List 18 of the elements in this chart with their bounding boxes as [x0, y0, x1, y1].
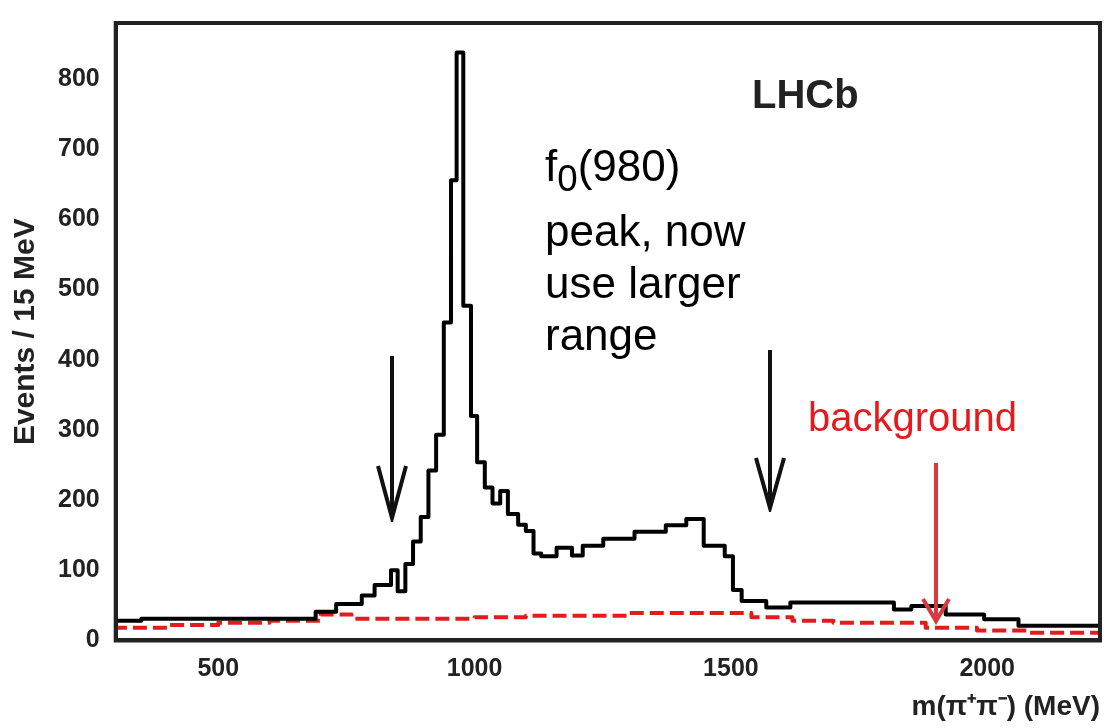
y-tick-label: 300: [57, 413, 100, 442]
y-tick-label: 700: [57, 133, 100, 162]
y-tick-label: 600: [57, 203, 100, 232]
y-tick-label: 0: [85, 624, 100, 653]
y-tick-label: 200: [57, 483, 100, 512]
y-tick-label: 500: [57, 273, 100, 302]
annotation: background: [807, 394, 1017, 440]
x-tick-label: 2000: [959, 653, 1016, 682]
x-tick-label: 500: [197, 653, 240, 682]
y-tick-label: 800: [57, 63, 100, 92]
x-axis-title: m(π⁺π⁻) (MeV): [911, 689, 1100, 721]
annotation: f$_{0}$(980) peak, now use larger range: [545, 140, 747, 361]
y-axis-title: Events / 15 MeV: [7, 218, 41, 446]
y-tick-label: 100: [57, 554, 100, 583]
x-tick-label: 1500: [703, 653, 759, 682]
y-tick-label: 400: [57, 343, 100, 372]
x-tick-label: 1000: [446, 653, 503, 682]
annotation: LHCb: [752, 72, 859, 117]
